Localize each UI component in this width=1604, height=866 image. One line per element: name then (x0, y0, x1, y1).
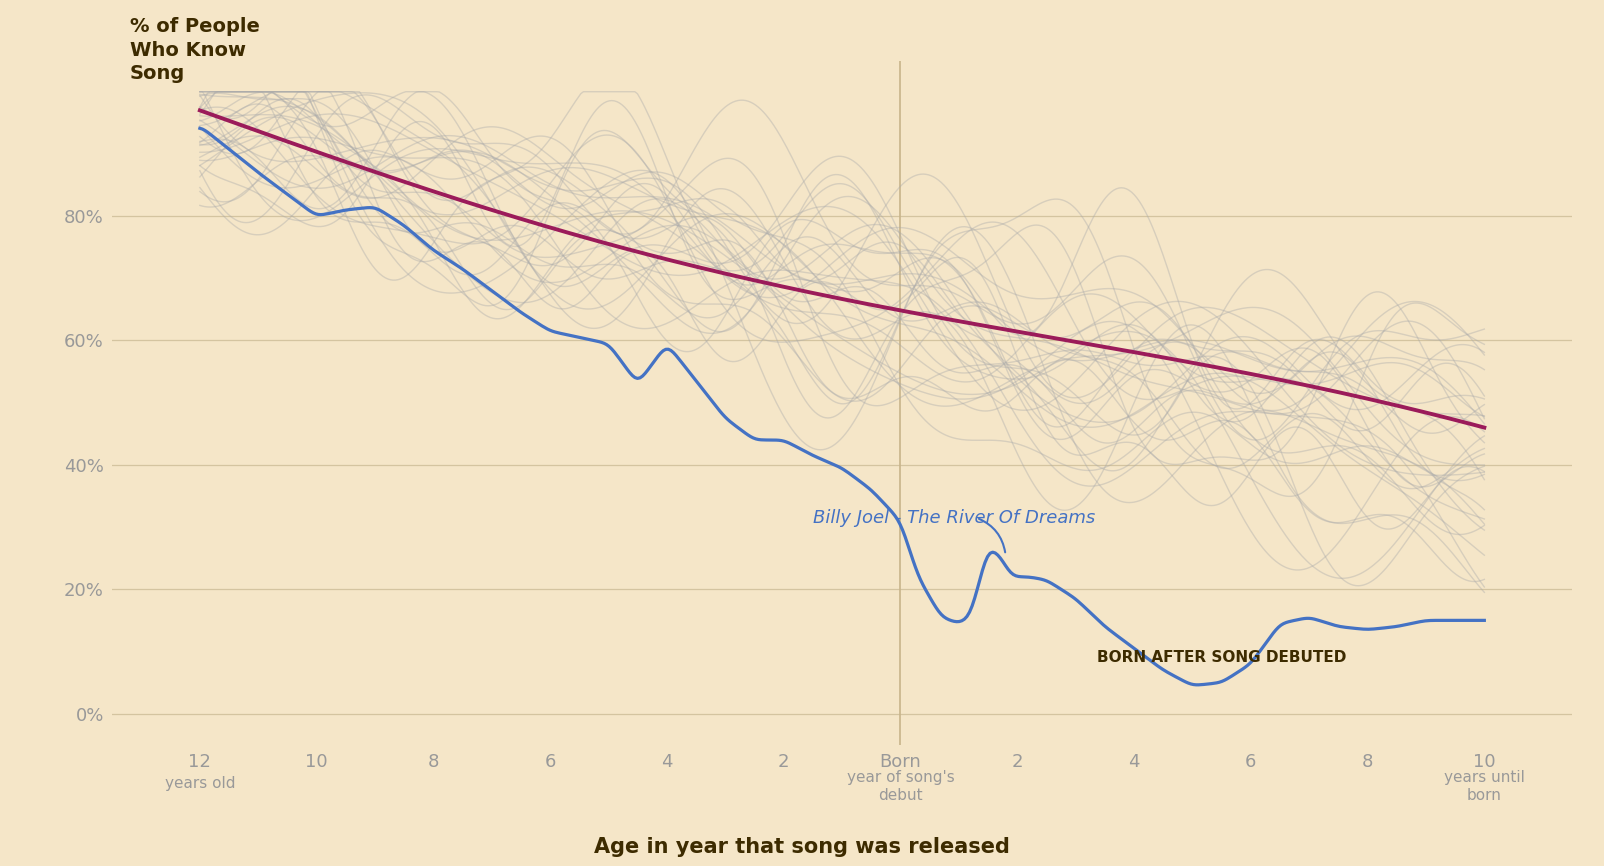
Text: years until
born: years until born (1444, 770, 1525, 804)
Text: Billy Joel - The River Of Dreams: Billy Joel - The River Of Dreams (813, 508, 1096, 527)
Text: years old: years old (165, 776, 236, 791)
Text: Age in year that song was released: Age in year that song was released (593, 837, 1011, 857)
Text: year of song's
debut: year of song's debut (847, 770, 954, 804)
Text: BORN AFTER SONG DEBUTED: BORN AFTER SONG DEBUTED (1097, 650, 1346, 665)
Text: % of People
Who Know
Song: % of People Who Know Song (130, 17, 260, 83)
